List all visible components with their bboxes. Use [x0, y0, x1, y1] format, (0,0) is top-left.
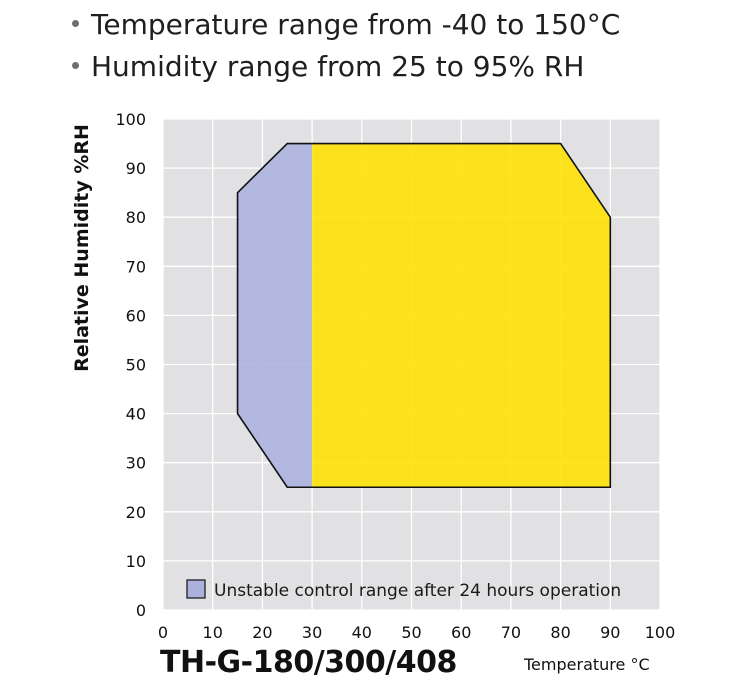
- y-tick-label: 50: [126, 356, 146, 375]
- feature-text: Temperature range from -40 to 150°C: [91, 8, 621, 41]
- model-title: TH-G-180/300/408: [160, 645, 457, 680]
- x-tick-label: 30: [302, 623, 322, 642]
- y-tick-label: 90: [126, 159, 146, 178]
- x-tick-label: 100: [645, 623, 676, 642]
- y-tick-label: 70: [126, 257, 146, 276]
- y-tick-label: 0: [136, 601, 146, 620]
- x-tick-label: 60: [451, 623, 471, 642]
- x-axis-label: Temperature °C: [524, 655, 650, 674]
- x-tick-label: 40: [352, 623, 372, 642]
- feature-list: Temperature range from -40 to 150°C Humi…: [72, 4, 620, 88]
- x-tick-label: 20: [252, 623, 272, 642]
- y-axis-label: Relative Humidity %RH: [71, 124, 93, 372]
- stable-range-region: [312, 143, 611, 488]
- y-tick-label: 10: [126, 552, 146, 571]
- x-tick-label: 80: [550, 623, 570, 642]
- x-tick-label: 10: [203, 623, 223, 642]
- bullet-dot-icon: [72, 61, 79, 69]
- operating-envelope-outline: [236, 142, 612, 489]
- y-tick-label: 20: [126, 503, 146, 522]
- feature-bullet: Temperature range from -40 to 150°C: [72, 4, 620, 46]
- x-tick-label: 90: [600, 623, 620, 642]
- legend-swatch: [186, 579, 206, 599]
- x-tick-label: 0: [158, 623, 168, 642]
- legend-label: Unstable control range after 24 hours op…: [214, 581, 621, 601]
- feature-text: Humidity range from 25 to 95% RH: [91, 50, 585, 83]
- feature-bullet: Humidity range from 25 to 95% RH: [72, 46, 620, 88]
- y-tick-label: 80: [126, 208, 146, 227]
- y-tick-label: 100: [115, 110, 146, 129]
- x-tick-label: 50: [401, 623, 421, 642]
- y-tick-label: 60: [126, 306, 146, 325]
- x-tick-label: 70: [501, 623, 521, 642]
- y-tick-label: 30: [126, 454, 146, 473]
- unstable-range-region: [237, 143, 313, 488]
- bullet-dot-icon: [72, 19, 79, 27]
- y-tick-label: 40: [126, 405, 146, 424]
